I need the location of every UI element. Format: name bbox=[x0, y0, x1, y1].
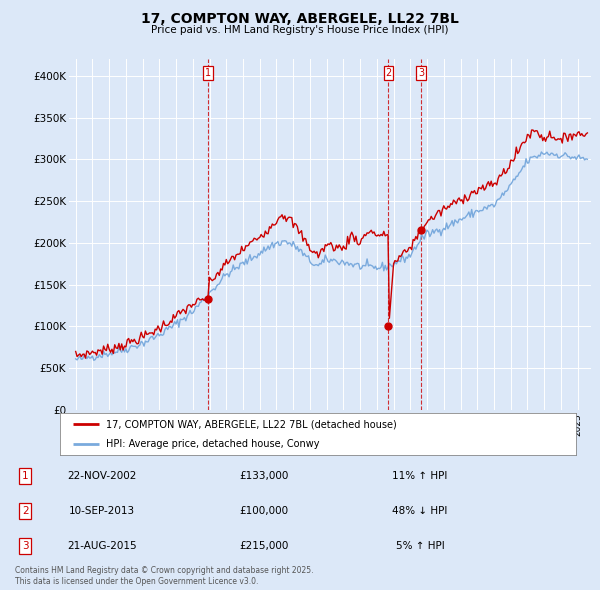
Text: 3: 3 bbox=[22, 540, 29, 550]
Text: Contains HM Land Registry data © Crown copyright and database right 2025.
This d: Contains HM Land Registry data © Crown c… bbox=[15, 566, 314, 586]
Text: HPI: Average price, detached house, Conwy: HPI: Average price, detached house, Conw… bbox=[106, 439, 320, 449]
Text: 1: 1 bbox=[205, 68, 211, 78]
Text: £215,000: £215,000 bbox=[239, 540, 289, 550]
Text: 17, COMPTON WAY, ABERGELE, LL22 7BL (detached house): 17, COMPTON WAY, ABERGELE, LL22 7BL (det… bbox=[106, 419, 397, 430]
Text: 5% ↑ HPI: 5% ↑ HPI bbox=[395, 540, 445, 550]
Text: 11% ↑ HPI: 11% ↑ HPI bbox=[392, 471, 448, 481]
Text: 1: 1 bbox=[22, 471, 29, 481]
Text: 10-SEP-2013: 10-SEP-2013 bbox=[69, 506, 135, 516]
Text: 22-NOV-2002: 22-NOV-2002 bbox=[67, 471, 137, 481]
Text: 2: 2 bbox=[385, 68, 392, 78]
Text: 21-AUG-2015: 21-AUG-2015 bbox=[67, 540, 137, 550]
Text: Price paid vs. HM Land Registry's House Price Index (HPI): Price paid vs. HM Land Registry's House … bbox=[151, 25, 449, 35]
Text: 3: 3 bbox=[418, 68, 424, 78]
Text: 48% ↓ HPI: 48% ↓ HPI bbox=[392, 506, 448, 516]
Text: 2: 2 bbox=[22, 506, 29, 516]
Text: 17, COMPTON WAY, ABERGELE, LL22 7BL: 17, COMPTON WAY, ABERGELE, LL22 7BL bbox=[141, 12, 459, 26]
Text: £100,000: £100,000 bbox=[239, 506, 289, 516]
Text: £133,000: £133,000 bbox=[239, 471, 289, 481]
